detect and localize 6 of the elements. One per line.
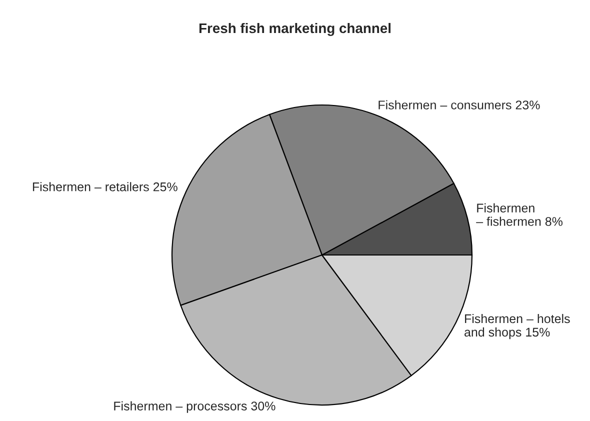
chart-title: Fresh fish marketing channel (199, 22, 390, 36)
slice-label: Fishermen – consumers 23% (378, 100, 540, 110)
slice-label: Fishermen – hotels and shops 15% (464, 314, 570, 340)
slice-label: Fishermen – fishermen 8% (476, 203, 563, 226)
slice-label: Fishermen – processors 30% (114, 401, 276, 413)
slice-label: Fishermen – retailers 25% (32, 182, 178, 192)
